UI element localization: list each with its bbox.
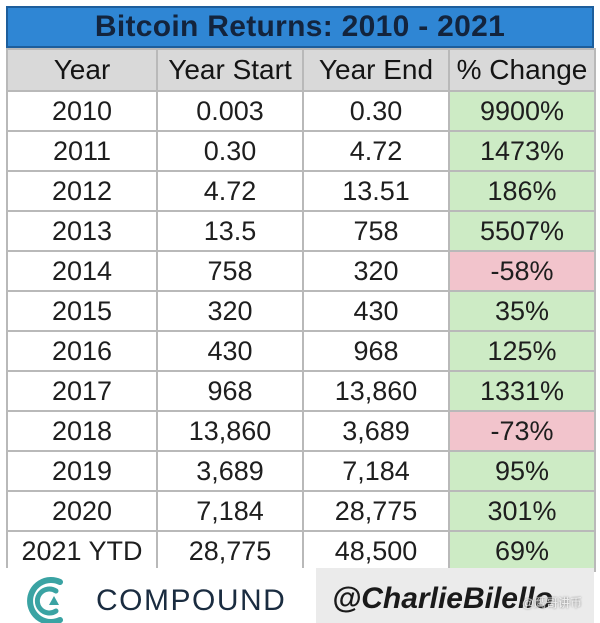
header-percent-change: % Change (448, 48, 596, 92)
year-start-cell: 430 (156, 330, 304, 372)
table-row: 2021 YTD 28,775 48,500 69% (6, 530, 596, 572)
table-row: 2020 7,184 28,775 301% (6, 490, 596, 532)
year-end-cell: 3,689 (302, 410, 450, 452)
table-row: 2010 0.003 0.30 9900% (6, 90, 596, 132)
year-end-cell: 430 (302, 290, 450, 332)
year-start-cell: 4.72 (156, 170, 304, 212)
percent-change-cell: -73% (448, 410, 596, 452)
year-start-cell: 758 (156, 250, 304, 292)
year-cell: 2013 (6, 210, 158, 252)
percent-change-cell: 1473% (448, 130, 596, 172)
year-end-cell: 758 (302, 210, 450, 252)
year-cell: 2015 (6, 290, 158, 332)
year-start-cell: 7,184 (156, 490, 304, 532)
year-start-cell: 13,860 (156, 410, 304, 452)
percent-change-cell: -58% (448, 250, 596, 292)
percent-change-cell: 301% (448, 490, 596, 532)
compound-logo: COMPOUND (6, 568, 316, 623)
chart-title: Bitcoin Returns: 2010 - 2021 (6, 6, 594, 48)
year-start-cell: 0.003 (156, 90, 304, 132)
table-row: 2018 13,860 3,689 -73% (6, 410, 596, 452)
year-end-cell: 13,860 (302, 370, 450, 412)
percent-change-cell: 186% (448, 170, 596, 212)
percent-change-cell: 95% (448, 450, 596, 492)
year-cell: 2020 (6, 490, 158, 532)
year-end-cell: 7,184 (302, 450, 450, 492)
header-year: Year (6, 48, 158, 92)
header-year-start: Year Start (156, 48, 304, 92)
compound-logo-icon (27, 577, 63, 623)
year-cell: 2010 (6, 90, 158, 132)
year-cell: 2014 (6, 250, 158, 292)
year-start-cell: 28,775 (156, 530, 304, 572)
year-cell: 2019 (6, 450, 158, 492)
year-cell: 2018 (6, 410, 158, 452)
percent-change-cell: 69% (448, 530, 596, 572)
percent-change-cell: 35% (448, 290, 596, 332)
header-year-end: Year End (302, 48, 450, 92)
year-end-cell: 13.51 (302, 170, 450, 212)
percent-change-cell: 9900% (448, 90, 596, 132)
year-cell: 2012 (6, 170, 158, 212)
returns-table: Year Year Start Year End % Change 2010 0.… (6, 48, 596, 572)
year-start-cell: 320 (156, 290, 304, 332)
table-row: 2017 968 13,860 1331% (6, 370, 596, 412)
year-end-cell: 4.72 (302, 130, 450, 172)
year-start-cell: 968 (156, 370, 304, 412)
table-row: 2012 4.72 13.51 186% (6, 170, 596, 212)
percent-change-cell: 1331% (448, 370, 596, 412)
table-row: 2015 320 430 35% (6, 290, 596, 332)
year-start-cell: 0.30 (156, 130, 304, 172)
table-row: 2016 430 968 125% (6, 330, 596, 372)
table-row: 2014 758 320 -58% (6, 250, 596, 292)
percent-change-cell: 5507% (448, 210, 596, 252)
watermark: @鹰哥讲币 (521, 596, 582, 610)
year-end-cell: 48,500 (302, 530, 450, 572)
year-end-cell: 320 (302, 250, 450, 292)
table-row: 2011 0.30 4.72 1473% (6, 130, 596, 172)
table-body: 2010 0.003 0.30 9900% 2011 0.30 4.72 1473% 2012 4… (6, 90, 596, 572)
header-row: Year Year Start Year End % Change (6, 48, 596, 92)
compound-logo-text: COMPOUND (96, 584, 287, 617)
year-cell: 2011 (6, 130, 158, 172)
table-row: 2019 3,689 7,184 95% (6, 450, 596, 492)
year-end-cell: 28,775 (302, 490, 450, 532)
year-cell: 2021 YTD (6, 530, 158, 572)
year-start-cell: 13.5 (156, 210, 304, 252)
year-cell: 2016 (6, 330, 158, 372)
table-row: 2013 13.5 758 5507% (6, 210, 596, 252)
footer: COMPOUND @CharlieBilello @鹰哥讲币 (6, 568, 594, 623)
year-cell: 2017 (6, 370, 158, 412)
year-end-cell: 0.30 (302, 90, 450, 132)
percent-change-cell: 125% (448, 330, 596, 372)
author-handle: @CharlieBilello (332, 582, 553, 615)
year-end-cell: 968 (302, 330, 450, 372)
year-start-cell: 3,689 (156, 450, 304, 492)
